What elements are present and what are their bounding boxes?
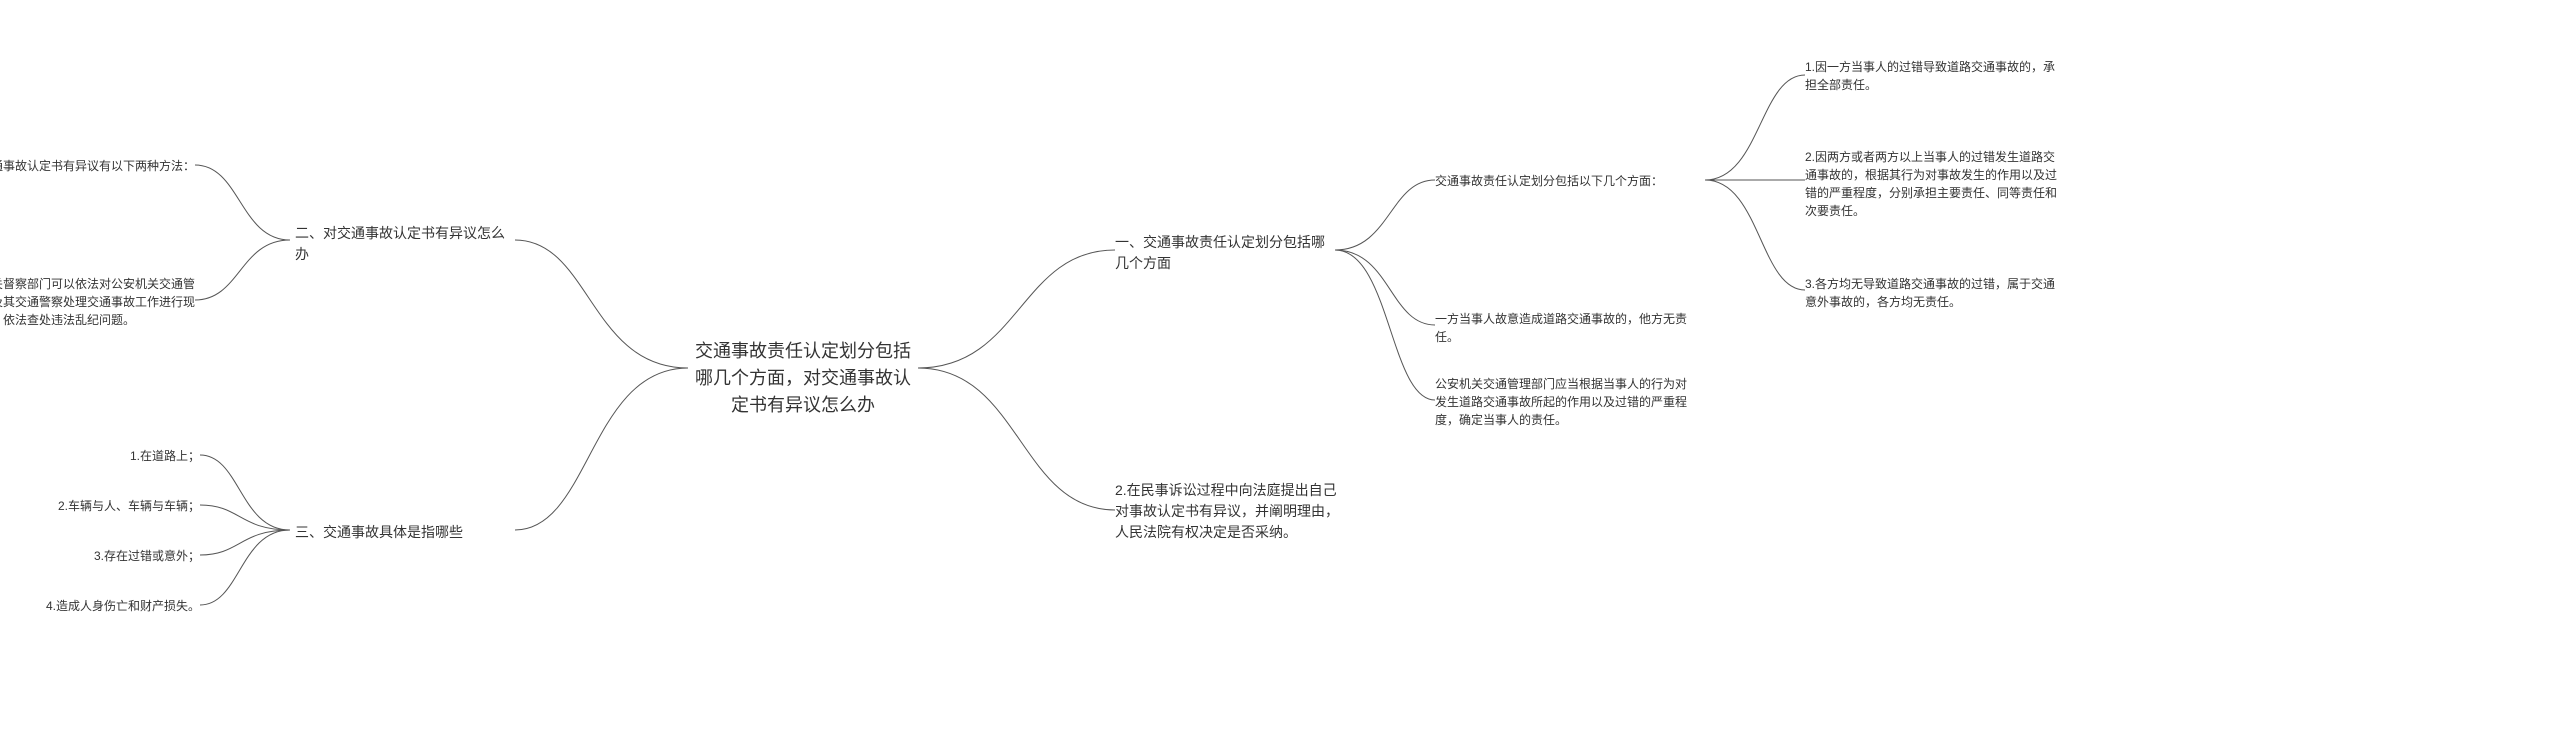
connectors: [0, 0, 2560, 737]
right-leaf-1-1: 1.因一方当事人的过错导致道路交通事故的，承担全部责任。: [1805, 58, 2065, 94]
right-leaf-1-2: 2.因两方或者两方以上当事人的过错发生道路交通事故的，根据其行为对事故发生的作用…: [1805, 148, 2065, 220]
left-sub-2: 公安机关督察部门可以依法对公安机关交通管理部门及其交通警察处理交通事故工作进行现…: [0, 275, 195, 329]
right-leaf-1-3: 3.各方均无导致道路交通事故的过错，属于交通意外事故的，各方均无责任。: [1805, 275, 2065, 311]
left-leaf-2-1: 1.在道路上；: [20, 447, 200, 465]
right-sub-3: 公安机关交通管理部门应当根据当事人的行为对发生道路交通事故所起的作用以及过错的严…: [1435, 375, 1695, 429]
left-leaf-2-3: 3.存在过错或意外；: [20, 547, 200, 565]
left-branch-2: 三、交通事故具体是指哪些: [295, 522, 515, 543]
right-branch-2: 2.在民事诉讼过程中向法庭提出自己对事故认定书有异议，并阐明理由，人民法院有权决…: [1115, 480, 1345, 543]
left-leaf-2-4: 4.造成人身伤亡和财产损失。: [20, 597, 200, 615]
right-sub-1: 交通事故责任认定划分包括以下几个方面：: [1435, 172, 1695, 190]
right-branch-1: 一、交通事故责任认定划分包括哪几个方面: [1115, 232, 1335, 274]
center-topic: 交通事故责任认定划分包括哪几个方面，对交通事故认定书有异议怎么办: [688, 338, 918, 419]
left-sub-1: 对交通事故认定书有异议有以下两种方法：: [0, 157, 195, 175]
left-branch-1: 二、对交通事故认定书有异议怎么办: [295, 223, 515, 265]
right-sub-2: 一方当事人故意造成道路交通事故的，他方无责任。: [1435, 310, 1695, 346]
left-leaf-2-2: 2.车辆与人、车辆与车辆；: [20, 497, 200, 515]
